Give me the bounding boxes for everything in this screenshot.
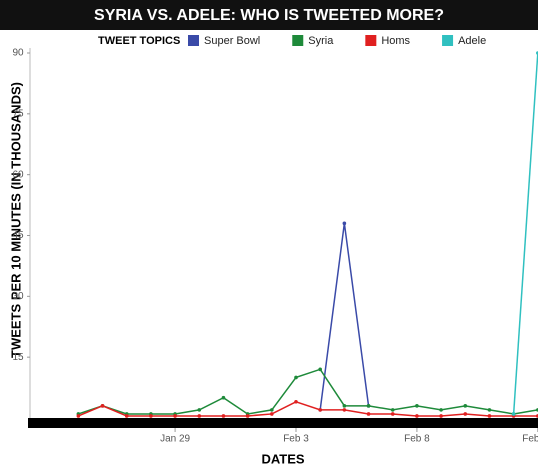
data-point (173, 414, 177, 418)
data-point (294, 399, 298, 404)
data-point (221, 395, 226, 400)
data-point (294, 375, 298, 380)
legend-label: Syria (308, 35, 334, 47)
data-point (197, 408, 202, 412)
y-tick-label: 15 (12, 352, 24, 363)
data-point (366, 404, 371, 408)
x-tick-label: Feb 3 (283, 434, 309, 445)
data-point (100, 404, 105, 408)
data-point (463, 412, 468, 416)
data-point (76, 414, 81, 418)
data-point (511, 412, 516, 416)
data-point (415, 414, 419, 418)
legend-label: Homs (381, 35, 410, 47)
data-point (342, 408, 347, 412)
series-line (78, 400, 538, 417)
data-point (270, 408, 274, 412)
legend-swatch (365, 35, 377, 46)
data-point (415, 404, 419, 408)
series-line (512, 52, 538, 414)
x-tick-label: Feb 8 (404, 434, 430, 445)
legend-swatch (188, 35, 199, 46)
x-axis-label: DATES (261, 451, 304, 466)
data-point (439, 414, 443, 418)
data-point (390, 412, 395, 416)
data-point (487, 408, 492, 412)
x-tick-label: Feb 13 (522, 434, 538, 445)
data-point (221, 414, 226, 418)
x-tick-label: Jan 29 (160, 434, 190, 445)
title-bar (0, 0, 538, 30)
data-point (124, 414, 129, 418)
y-tick-label: 30 (12, 291, 24, 302)
y-tick-label: 45 (12, 230, 24, 241)
data-point (439, 408, 443, 412)
legend-swatch (292, 35, 304, 46)
data-point (390, 408, 395, 412)
series-line (319, 223, 370, 410)
y-tick-label: 75 (12, 108, 24, 119)
data-point (463, 404, 468, 408)
data-point (342, 404, 347, 408)
chart-title: SYRIA VS. ADELE: WHO IS TWEETED MORE? (94, 7, 444, 24)
x-axis-bar (28, 418, 538, 428)
data-point (342, 221, 347, 226)
data-point (487, 414, 492, 418)
data-point (245, 414, 250, 418)
data-point (197, 414, 202, 418)
data-point (366, 412, 371, 416)
y-tick-label: 90 (12, 48, 24, 59)
legend-swatch (442, 35, 454, 46)
legend-label: Adele (458, 35, 486, 47)
y-tick-label: 60 (12, 169, 24, 180)
data-point (318, 408, 322, 412)
legend-label: Super Bowl (204, 35, 260, 47)
data-point (318, 367, 322, 372)
y-axis-label: TWEETS PER 10 MINUTES (IN THOUSANDS) (8, 82, 23, 358)
legend-title: TWEET TOPICS (98, 35, 180, 47)
series-line (78, 368, 538, 415)
data-point (149, 414, 153, 418)
data-point (270, 412, 274, 416)
